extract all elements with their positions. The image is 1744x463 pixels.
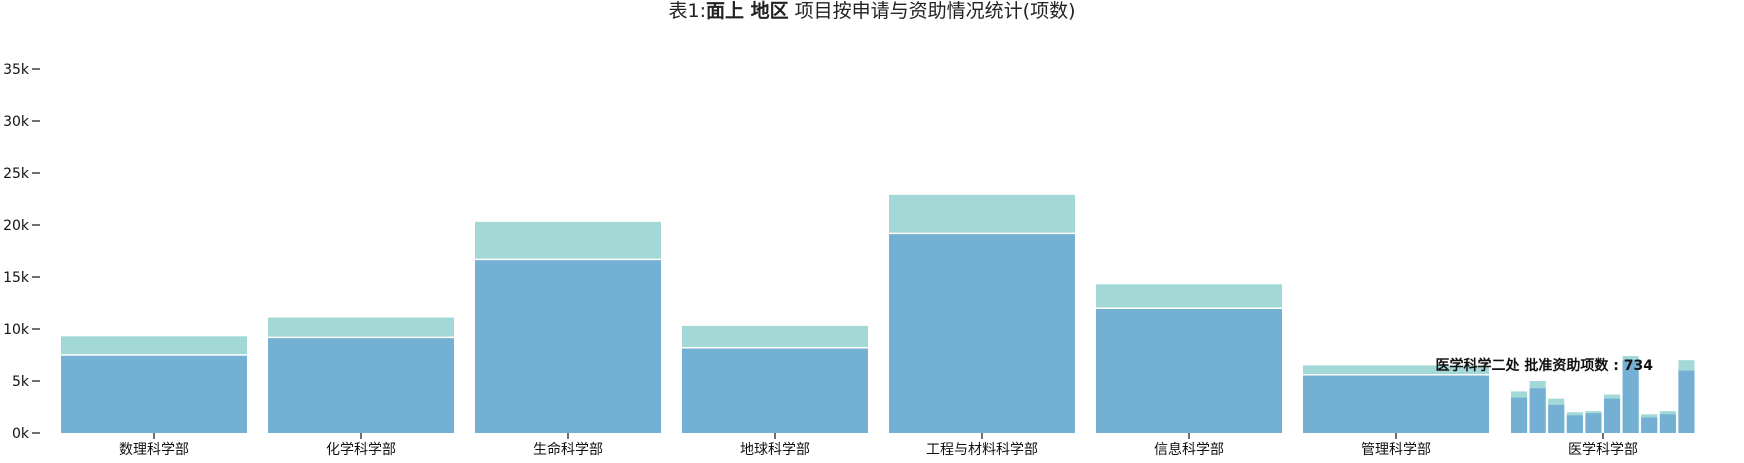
sub-funded-bar — [1622, 360, 1639, 433]
x-tick-label: 地球科学部 — [740, 442, 810, 458]
sub-funded-bar — [1511, 397, 1528, 433]
chart-title-suffix: 项目按申请与资助情况统计(项数) — [788, 0, 1076, 22]
y-tick-label: 20k — [3, 218, 30, 234]
x-tick-label: 医学科学部 — [1568, 442, 1638, 458]
funded-bar — [1096, 308, 1282, 433]
y-tick-label: 15k — [3, 270, 30, 286]
y-tick-label: 30k — [3, 114, 30, 130]
x-tick-label: 信息科学部 — [1154, 441, 1224, 458]
sub-funded-bar — [1585, 413, 1602, 433]
funded-bar — [268, 337, 454, 433]
chart-title-prefix: 表1: — [668, 0, 707, 22]
x-tick-label: 管理科学部 — [1361, 442, 1431, 458]
funded-bar — [475, 259, 661, 433]
chart-title: 表1:面上 地区 项目按申请与资助情况统计(项数) — [0, 0, 1744, 22]
x-tick-label: 数理科学部 — [119, 442, 189, 458]
x-tick-label: 生命科学部 — [533, 441, 603, 458]
y-tick-label: 10k — [3, 322, 30, 338]
x-tick-label: 化学科学部 — [326, 442, 396, 458]
funded-bar — [1303, 374, 1489, 433]
funded-bar — [61, 355, 247, 433]
x-tick-label: 工程与材料科学部 — [926, 442, 1038, 458]
y-tick-label: 35k — [3, 62, 30, 78]
y-tick-label: 0k — [12, 426, 30, 442]
sub-funded-bar — [1548, 404, 1565, 433]
funded-bar — [682, 347, 868, 433]
chart-title-bold: 面上 地区 — [706, 0, 789, 22]
y-tick-label: 5k — [12, 374, 30, 390]
sub-funded-bar — [1566, 415, 1583, 433]
sub-funded-bar — [1604, 398, 1621, 433]
sub-bar-annotation: 医学科学二处 批准资助项数 : 734 — [1436, 357, 1654, 374]
sub-funded-bar — [1659, 414, 1676, 433]
sub-funded-bar — [1529, 388, 1546, 433]
sub-funded-bar — [1641, 417, 1658, 433]
y-tick-label: 25k — [3, 166, 30, 182]
sub-funded-bar — [1678, 370, 1695, 433]
funded-bar — [889, 233, 1075, 433]
